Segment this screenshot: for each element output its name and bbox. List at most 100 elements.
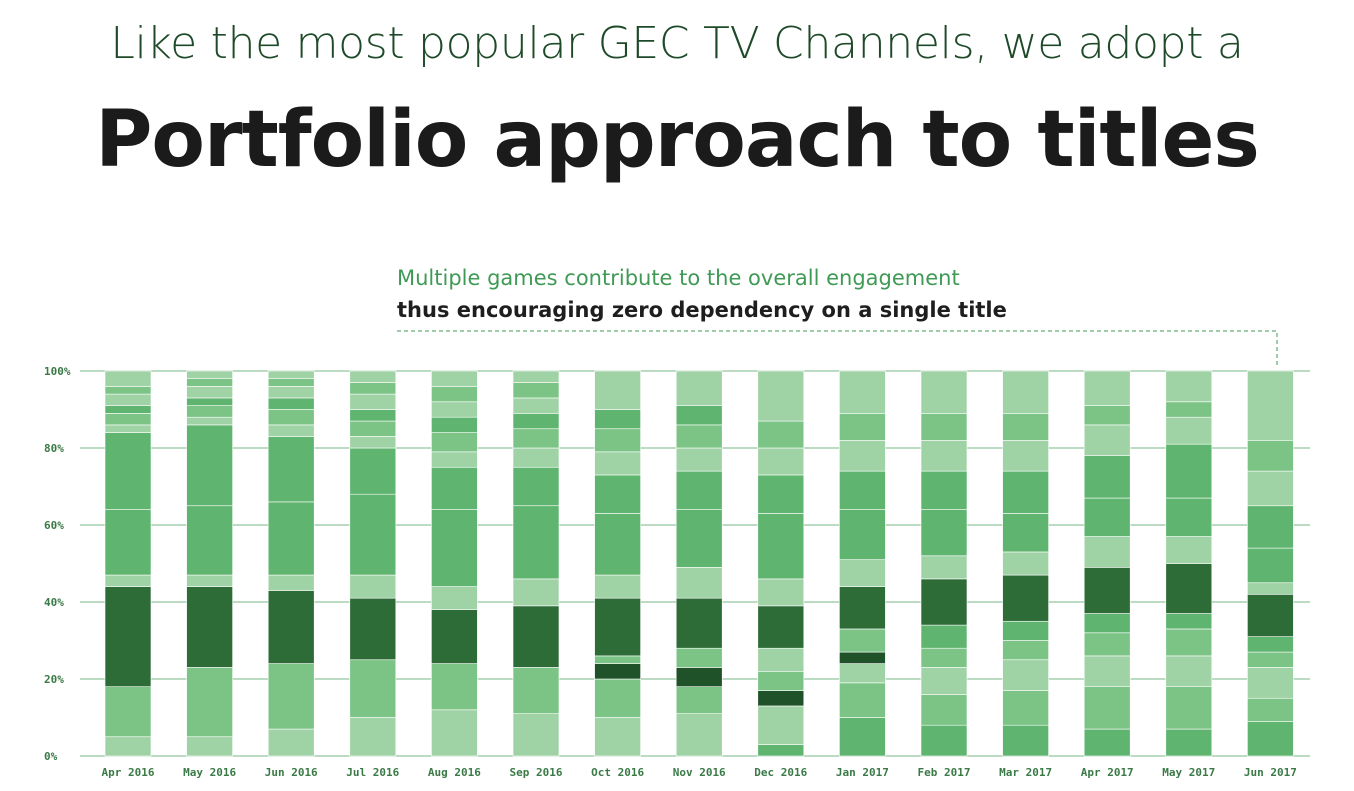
bar-segment bbox=[104, 586, 152, 687]
bar-segment bbox=[1165, 536, 1213, 564]
bar-segment bbox=[675, 567, 723, 599]
bar-segment bbox=[267, 436, 315, 503]
bar-segment bbox=[920, 578, 968, 626]
bar-segment bbox=[839, 413, 886, 441]
bar-segment bbox=[1083, 632, 1131, 657]
bar-segment bbox=[431, 386, 478, 403]
bar-segment bbox=[186, 586, 233, 668]
bar-segment bbox=[757, 578, 805, 607]
bar-segment bbox=[1002, 574, 1049, 622]
bar-segment bbox=[349, 493, 397, 576]
bar-segment bbox=[594, 574, 641, 599]
bar-segment bbox=[839, 651, 886, 664]
bar-segment bbox=[594, 513, 641, 576]
bar-segment bbox=[267, 663, 315, 730]
bar-segment bbox=[1002, 659, 1049, 691]
bar-segment bbox=[186, 574, 233, 587]
bar-segment bbox=[920, 694, 968, 726]
bar-segment bbox=[349, 574, 397, 599]
bar-segment bbox=[1083, 536, 1131, 568]
bar-segment bbox=[1247, 593, 1294, 637]
bar-segment bbox=[349, 420, 397, 437]
bar-segment bbox=[431, 370, 478, 387]
y-tick-label: 0% bbox=[44, 750, 58, 763]
bar-segment bbox=[186, 370, 233, 379]
bar-segment bbox=[512, 382, 560, 399]
x-tick-label: May 2016 bbox=[183, 766, 236, 779]
bar-segment bbox=[839, 470, 886, 510]
bar-segment bbox=[431, 586, 478, 610]
bar-segment bbox=[594, 597, 641, 657]
bar-segment bbox=[1002, 413, 1049, 441]
bar-segment bbox=[1083, 405, 1131, 426]
bar-segment bbox=[512, 713, 560, 757]
bar-segment bbox=[186, 667, 233, 738]
bar-segment bbox=[512, 413, 560, 430]
bar-segment bbox=[349, 409, 397, 422]
bar-segment bbox=[675, 597, 723, 649]
bar-segment bbox=[512, 397, 560, 414]
bar-segment bbox=[431, 401, 478, 418]
bar-segment bbox=[594, 428, 641, 453]
bar-segment bbox=[267, 378, 315, 387]
x-tick-label: Apr 2016 bbox=[102, 766, 155, 779]
bar-segment bbox=[1002, 640, 1049, 661]
y-tick-label: 100% bbox=[44, 365, 71, 378]
bar-segment bbox=[757, 474, 805, 514]
bar-segment bbox=[839, 717, 886, 757]
bar-segment bbox=[1247, 470, 1294, 507]
bar-segment bbox=[1247, 505, 1294, 549]
bar-segment bbox=[267, 386, 315, 399]
bar-segment bbox=[1002, 470, 1049, 514]
bar-segment bbox=[1165, 370, 1213, 403]
bar-segment bbox=[757, 605, 805, 649]
bar-segment bbox=[267, 397, 315, 410]
bar-segment bbox=[757, 705, 805, 745]
bar-segment bbox=[1165, 416, 1213, 445]
bar-segment bbox=[186, 378, 233, 387]
bar-segment bbox=[757, 420, 805, 449]
bar-segment bbox=[186, 416, 233, 426]
bar-segment bbox=[349, 597, 397, 661]
bar-segment bbox=[839, 628, 886, 653]
bar-segment bbox=[920, 647, 968, 668]
x-tick-label: Jul 2016 bbox=[346, 766, 399, 779]
annotation: Multiple games contribute to the overall… bbox=[397, 262, 1007, 326]
bar-segment bbox=[675, 424, 723, 449]
bar-segment bbox=[512, 667, 560, 714]
bar-segment bbox=[431, 663, 478, 711]
bar-stack bbox=[431, 370, 478, 757]
bar-segment bbox=[757, 647, 805, 672]
bar-stack bbox=[349, 370, 397, 757]
callout-bracket bbox=[397, 330, 1278, 368]
bar-segment bbox=[1247, 370, 1294, 441]
bar-segment bbox=[1165, 401, 1213, 418]
bar-stack bbox=[1165, 370, 1213, 757]
x-tick-label: Jun 2016 bbox=[265, 766, 318, 779]
x-tick-label: Nov 2016 bbox=[673, 766, 726, 779]
bar-segment bbox=[1083, 728, 1131, 757]
bar-segment bbox=[839, 509, 886, 560]
bar-segment bbox=[431, 709, 478, 757]
bar-segment bbox=[675, 713, 723, 757]
bar-segment bbox=[1247, 667, 1294, 699]
bar-segment bbox=[512, 505, 560, 580]
bar-segment bbox=[675, 686, 723, 714]
bar-segment bbox=[757, 447, 805, 476]
bar-segment bbox=[920, 370, 968, 414]
x-tick-label: Jun 2017 bbox=[1244, 766, 1297, 779]
bar-segment bbox=[675, 667, 723, 688]
bar-segment bbox=[349, 393, 397, 410]
bar-segment bbox=[839, 586, 886, 630]
bar-segment bbox=[1247, 651, 1294, 668]
bar-segment bbox=[104, 686, 152, 738]
bar-segment bbox=[675, 509, 723, 568]
bar-segment bbox=[594, 655, 641, 664]
bar-segment bbox=[431, 609, 478, 664]
bar-segment bbox=[267, 409, 315, 426]
bar-stack bbox=[267, 370, 315, 757]
bar-segment bbox=[1002, 551, 1049, 576]
bar-stack bbox=[1247, 370, 1294, 757]
x-tick-label: Aug 2016 bbox=[428, 766, 481, 779]
